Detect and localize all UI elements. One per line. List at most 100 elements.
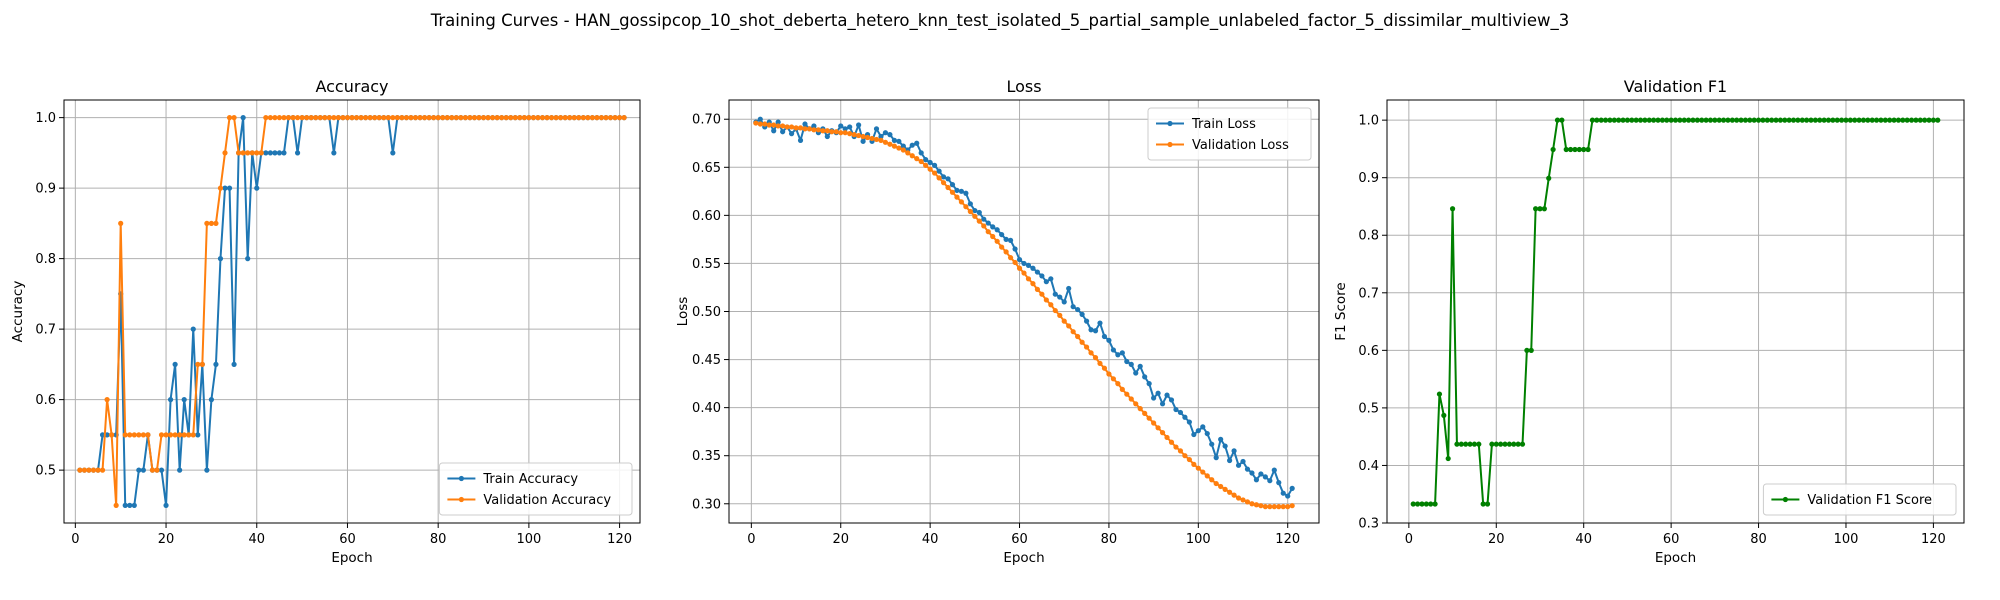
f1-data-point <box>1865 117 1871 123</box>
loss-data-point <box>1070 329 1076 335</box>
loss-data-point <box>1061 299 1067 305</box>
loss-data-point <box>1101 333 1108 340</box>
loss-data-point <box>887 132 893 138</box>
loss-data-point <box>1240 458 1246 465</box>
accuracy-data-point <box>476 115 482 121</box>
accuracy-data-point <box>86 467 92 473</box>
loss-data-point <box>1142 410 1148 416</box>
accuracy-data-point <box>118 220 124 226</box>
accuracy-data-point <box>167 397 174 403</box>
accuracy-data-point <box>177 432 183 438</box>
accuracy-data-point <box>480 115 487 121</box>
f1-data-point <box>1458 441 1464 447</box>
loss-data-point <box>1119 386 1125 392</box>
loss-data-point <box>932 162 938 168</box>
loss-data-point <box>1168 439 1175 445</box>
loss-data-point <box>1030 281 1036 287</box>
f1-data-point <box>1930 117 1936 123</box>
loss-data-point <box>1043 297 1049 303</box>
loss-data-point <box>1173 444 1179 450</box>
f1-data-point <box>1738 117 1744 123</box>
loss-data-point <box>1186 456 1192 463</box>
f1-x-tick-label: 120 <box>1921 532 1946 547</box>
loss-data-point <box>1146 381 1152 387</box>
accuracy-data-point <box>512 115 518 121</box>
f1-data-point <box>1585 146 1591 153</box>
f1-data-point <box>1773 117 1779 123</box>
f1-data-point <box>1471 441 1478 447</box>
loss-data-point <box>775 119 781 125</box>
loss-data-point <box>1222 443 1228 449</box>
accuracy-data-point <box>240 150 246 156</box>
accuracy-data-point <box>598 115 605 121</box>
f1-y-axis-label: F1 Score <box>1333 282 1349 340</box>
loss-data-point <box>753 120 759 126</box>
loss-data-point <box>1155 425 1161 431</box>
loss-chart-title: Loss <box>1006 77 1041 96</box>
f1-data-point <box>1515 441 1521 447</box>
accuracy-data-point <box>313 115 319 121</box>
loss-data-point <box>838 130 844 136</box>
loss-data-point <box>1235 462 1242 468</box>
loss-data-point <box>1218 483 1224 490</box>
f1-data-point <box>1668 117 1674 123</box>
loss-data-point <box>856 122 862 128</box>
accuracy-data-point <box>186 432 192 438</box>
loss-data-point <box>967 201 973 207</box>
loss-data-point <box>824 128 830 134</box>
loss-data-point <box>914 156 920 162</box>
accuracy-data-point <box>499 115 505 121</box>
accuracy-data-point <box>167 432 174 438</box>
f1-data-point <box>1764 117 1770 123</box>
accuracy-data-point <box>358 115 364 121</box>
loss-data-point <box>963 190 969 196</box>
loss-panel: 0 20 40 60 80 100 120 0.30 0.35 0.40 0.45 0.50 0.55 0… <box>675 77 1320 566</box>
accuracy-data-point <box>331 150 337 156</box>
accuracy-data-point <box>140 432 146 438</box>
loss-data-point <box>771 122 777 128</box>
loss-data-point <box>1200 469 1206 475</box>
loss-data-point <box>1222 486 1228 492</box>
f1-y-tick-label: 0.6 <box>1358 344 1379 359</box>
f1-data-point <box>1917 117 1923 123</box>
f1-data-point <box>1922 117 1928 123</box>
loss-x-tick-label: 100 <box>1186 532 1211 547</box>
accuracy-series-line <box>79 116 625 507</box>
loss-data-point <box>1289 485 1295 491</box>
f1-data-point <box>1489 441 1495 447</box>
loss-data-point <box>1142 374 1148 380</box>
loss-data-point <box>1231 448 1237 454</box>
f1-y-tick-label: 0.9 <box>1358 171 1379 186</box>
accuracy-data-point <box>285 115 292 121</box>
loss-data-point <box>896 138 902 144</box>
loss-data-point <box>918 158 924 165</box>
accuracy-legend-box <box>438 462 633 516</box>
loss-x-tick-label: 60 <box>1011 532 1028 547</box>
loss-data-point <box>1007 237 1014 243</box>
loss-data-point <box>1039 291 1045 297</box>
loss-data-point <box>1092 328 1099 334</box>
accuracy-legend-label: Validation Accuracy <box>483 493 611 508</box>
accuracy-series-line <box>79 116 625 507</box>
loss-data-point <box>936 175 942 181</box>
accuracy-data-point <box>127 502 133 508</box>
loss-data-point <box>1092 355 1099 361</box>
loss-data-point <box>1267 504 1273 510</box>
loss-y-axis-label: Loss <box>675 297 691 327</box>
loss-data-point <box>820 128 826 134</box>
accuracy-y-tick-label: 0.7 <box>35 323 56 338</box>
f1-data-point <box>1493 441 1499 447</box>
accuracy-axes-frame <box>63 99 641 524</box>
loss-data-point <box>856 132 862 139</box>
accuracy-x-axis-label: Epoch <box>331 550 372 566</box>
f1-y-tick-label: 0.4 <box>1358 459 1379 474</box>
accuracy-data-point <box>258 150 264 156</box>
f1-data-point <box>1712 117 1718 123</box>
f1-data-point <box>1856 117 1862 123</box>
accuracy-data-point <box>122 432 128 438</box>
loss-data-point <box>1200 424 1206 430</box>
accuracy-data-point <box>571 115 577 121</box>
accuracy-data-point <box>539 115 546 121</box>
f1-data-point <box>1843 117 1849 123</box>
f1-data-point <box>1703 117 1709 123</box>
